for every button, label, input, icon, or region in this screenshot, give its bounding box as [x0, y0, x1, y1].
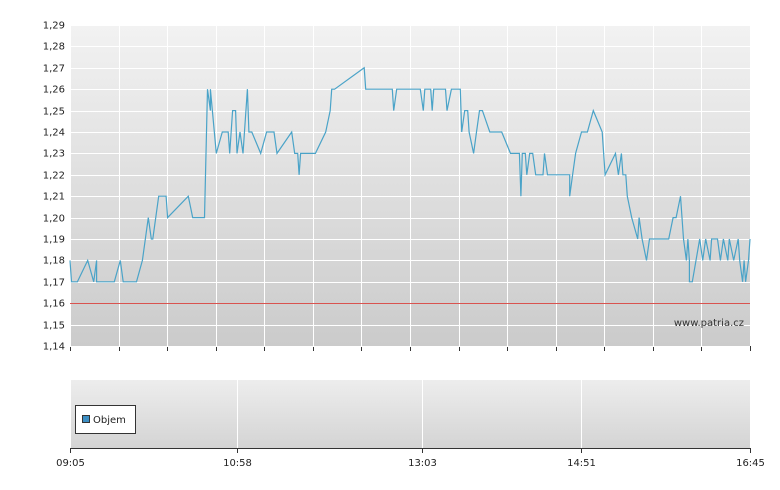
watermark: www.patria.cz — [674, 318, 744, 329]
y-tick-label: 1,18 — [43, 256, 65, 267]
x-tick-label: 14:51 — [567, 458, 596, 469]
y-tick-label: 1,16 — [43, 299, 65, 310]
y-tick-label: 1,14 — [43, 342, 65, 353]
legend-swatch — [82, 415, 90, 423]
y-tick-label: 1,21 — [43, 192, 65, 203]
y-tick-label: 1,28 — [43, 42, 65, 53]
x-tick-label: 13:03 — [408, 458, 437, 469]
x-tick-label: 16:45 — [736, 458, 765, 469]
y-tick-label: 1,26 — [43, 85, 65, 96]
volume-panel — [70, 380, 750, 448]
price-line — [69, 66, 751, 283]
y-tick-label: 1,20 — [43, 214, 65, 225]
y-tick-label: 1,27 — [43, 64, 65, 75]
vertical-grid — [70, 25, 751, 346]
y-tick-label: 1,17 — [43, 278, 65, 289]
y-tick-label: 1,25 — [43, 107, 65, 118]
x-tick-label: 09:05 — [56, 458, 85, 469]
x-tick-label: 10:58 — [223, 458, 252, 469]
legend-label: Objem — [93, 415, 126, 426]
y-tick-label: 1,22 — [43, 171, 65, 182]
y-tick-label: 1,19 — [43, 235, 65, 246]
y-tick-label: 1,23 — [43, 149, 65, 160]
y-tick-label: 1,15 — [43, 321, 65, 332]
y-tick-label: 1,29 — [43, 21, 65, 32]
y-tick-label: 1,24 — [43, 128, 65, 139]
